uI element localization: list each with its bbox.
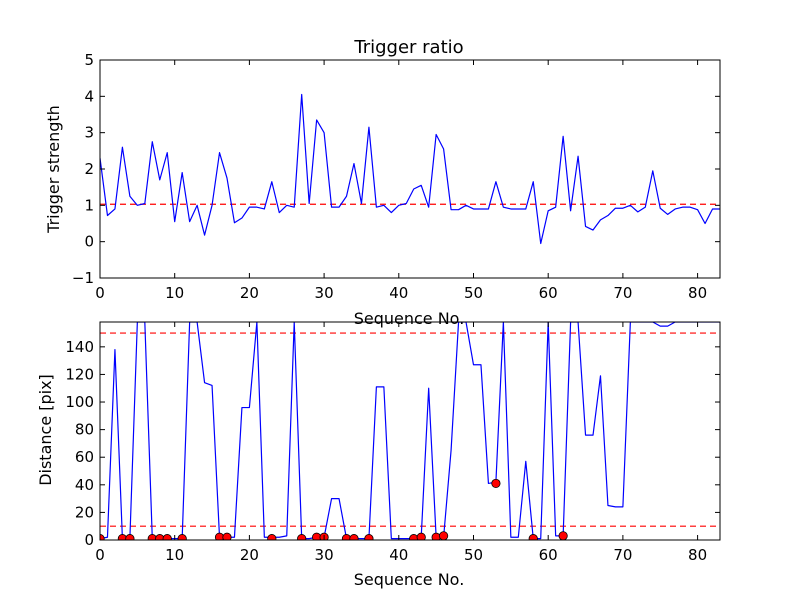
chart-title: Trigger ratio <box>353 37 463 58</box>
bottom-x-tick-label: 0 <box>95 546 105 564</box>
bottom-x-tick-label: 30 <box>315 546 334 564</box>
top-x-tick-label: 80 <box>688 284 707 302</box>
top-x-tick-label: 50 <box>464 284 483 302</box>
bottom-y-tick-label: 60 <box>75 448 94 466</box>
bottom-y-tick-label: 0 <box>84 531 94 549</box>
bottom-y-tick-label: 20 <box>75 503 94 521</box>
bottom-x-tick-label: 80 <box>688 546 707 564</box>
bottom-marker-point <box>177 534 187 540</box>
bottom-x-tick-label: 40 <box>389 546 408 564</box>
bottom-marker-point <box>267 534 277 540</box>
top-x-tick-label: 10 <box>165 284 184 302</box>
top-y-tick-label: −1 <box>72 269 94 287</box>
bottom-y-tick-label: 40 <box>75 476 94 494</box>
bottom-x-tick-label: 20 <box>240 546 259 564</box>
bottom-x-tick-label: 70 <box>613 546 632 564</box>
top-y-tick-label: 5 <box>84 51 94 69</box>
bottom-marker-point <box>162 534 172 540</box>
bottom-marker-point <box>439 531 449 540</box>
bottom-marker-point <box>222 532 232 540</box>
bottom-marker-point <box>297 534 307 540</box>
bottom-marker-point <box>349 534 359 540</box>
bottom-y-tick-label: 140 <box>65 338 94 356</box>
top-y-tick-label: 1 <box>84 196 94 214</box>
top-x-tick-label: 60 <box>539 284 558 302</box>
top-y-tick-label: 0 <box>84 233 94 251</box>
bottom-y-tick-label: 80 <box>75 421 94 439</box>
bottom-plot-area: 0 10 20 30 40 50 60 70 80 0 20 40 60 80 100 120 140 <box>65 321 721 564</box>
bottom-y-tick-label: 120 <box>65 365 94 383</box>
top-y-tick-label: 3 <box>84 124 94 142</box>
bottom-marker-point <box>558 531 568 540</box>
bottom-marker-point <box>125 534 135 540</box>
bottom-marker-point <box>364 534 374 540</box>
bottom-x-tick-label: 10 <box>165 546 184 564</box>
bottom-marker-point <box>416 532 426 540</box>
top-x-tick-label: 20 <box>240 284 259 302</box>
bottom-y-axis-label: Distance [pix] <box>36 374 55 486</box>
top-series-line <box>100 93 720 245</box>
top-x-tick-label: 40 <box>389 284 408 302</box>
top-x-tick-label: 30 <box>315 284 334 302</box>
top-x-axis-label: Sequence No. <box>354 309 465 328</box>
bottom-marker-point <box>528 534 538 540</box>
bottom-axes-frame <box>99 321 721 541</box>
top-y-tick-label: 4 <box>84 87 94 105</box>
bottom-y-tick-label: 100 <box>65 393 94 411</box>
top-x-tick-label: 70 <box>613 284 632 302</box>
top-x-tick-label: 0 <box>95 284 105 302</box>
bottom-x-tick-label: 60 <box>539 546 558 564</box>
top-y-tick-label: 2 <box>84 160 94 178</box>
top-y-axis-label: Trigger strength <box>44 105 63 234</box>
bottom-x-axis-label: Sequence No. <box>354 570 465 589</box>
bottom-marker-point <box>491 478 501 489</box>
bottom-x-tick-label: 50 <box>464 546 483 564</box>
